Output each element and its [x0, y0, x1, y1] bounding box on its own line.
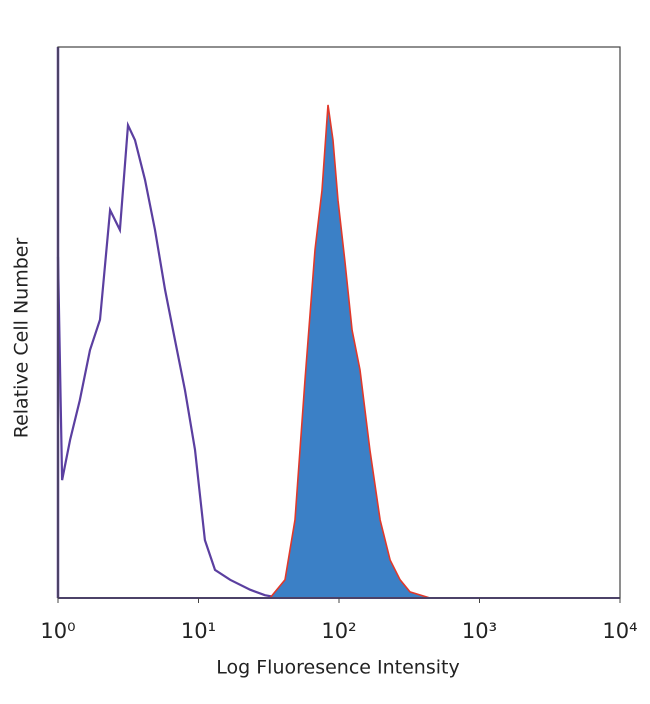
histogram-line	[56, 120, 281, 600]
x-tick-label: 10³	[462, 619, 497, 643]
x-tick-label: 10⁴	[602, 619, 637, 643]
x-axis-label: Log Fluoresence Intensity	[216, 657, 459, 679]
x-tick-label: 10⁰	[40, 619, 75, 643]
histogram-area	[270, 104, 430, 599]
y-axis-label: Relative Cell Number	[11, 238, 33, 439]
x-tick-label: 10¹	[181, 619, 216, 643]
x-tick-label: 10²	[321, 619, 356, 643]
histogram-outline	[269, 104, 431, 599]
